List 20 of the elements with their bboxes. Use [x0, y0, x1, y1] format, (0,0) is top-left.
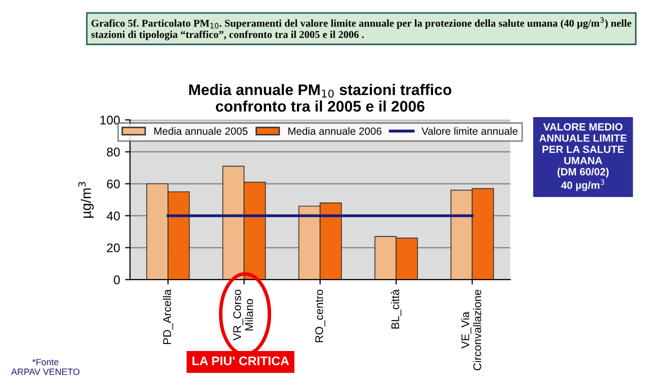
chart-title: Media annuale PM$_{10}$ stazioni traffico confronto tra il 2005 e il 2006 — [189, 84, 452, 112]
x-tick-label: RO_centro — [315, 290, 326, 342]
x-tick-label: BL_città — [390, 289, 402, 329]
y-tick-label: 20 — [107, 243, 120, 252]
text: Grafico 5f. Particolato PM$_{10}$. Superamenti del valore limite annuale per la protezione della salute umana (40 µg/m$^{3}$) nelle stazioni di tipologia “traffico”, confronto tra il 2005 e il 2006 . — [91, 17, 632, 40]
y-tick-label: 40 — [106, 212, 120, 220]
y-tick-label: 80 — [106, 148, 120, 156]
text: LA PIU' CRITICA — [192, 356, 289, 366]
x-tick-label: PD_Arcella — [162, 289, 174, 344]
text: VALORE MEDIO ANNUALE LIMITE PER LA SALUTE UMANA (DM 60/02) 40 µg/m$^{3}$ — [539, 123, 627, 191]
legend-label: Valore limite annuale — [422, 127, 518, 135]
text: *Fonte ARPAV VENETO — [11, 358, 80, 375]
y-axis-title: µg/m$^{3}$ — [78, 182, 94, 218]
legend-label: Media annuale 2006 — [288, 127, 382, 135]
y-tick-label: 60 — [107, 180, 120, 188]
x-tick-label: VE_Via Circonvallazione — [461, 290, 482, 370]
y-tick-label: 100 — [100, 116, 120, 125]
legend-label: Media annuale 2005 — [154, 127, 248, 135]
x-tick-label: VR_Corso Milano — [233, 290, 254, 341]
y-tick-label: 0 — [114, 275, 120, 284]
